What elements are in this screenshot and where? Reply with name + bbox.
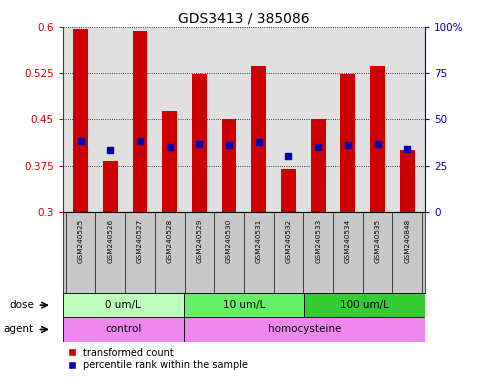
Text: GSM240848: GSM240848 bbox=[404, 218, 410, 263]
Bar bbox=[184, 317, 425, 342]
Text: GSM240530: GSM240530 bbox=[226, 218, 232, 263]
Bar bbox=[281, 169, 296, 212]
Bar bbox=[341, 74, 355, 212]
Text: homocysteine: homocysteine bbox=[268, 324, 341, 334]
Bar bbox=[132, 31, 147, 212]
Text: GSM240528: GSM240528 bbox=[167, 218, 173, 263]
Bar bbox=[73, 29, 88, 212]
Text: GSM240531: GSM240531 bbox=[256, 218, 262, 263]
Text: GSM240532: GSM240532 bbox=[285, 218, 291, 263]
Bar bbox=[184, 293, 304, 317]
Text: GSM240526: GSM240526 bbox=[107, 218, 114, 263]
Bar bbox=[304, 293, 425, 317]
Title: GDS3413 / 385086: GDS3413 / 385086 bbox=[178, 12, 310, 26]
Text: dose: dose bbox=[9, 300, 34, 310]
Text: GSM240525: GSM240525 bbox=[78, 218, 84, 263]
Bar bbox=[103, 161, 118, 212]
Legend: transformed count, percentile rank within the sample: transformed count, percentile rank withi… bbox=[68, 348, 248, 371]
Text: GSM240535: GSM240535 bbox=[374, 218, 381, 263]
Text: agent: agent bbox=[4, 324, 34, 334]
Bar bbox=[400, 150, 414, 212]
Bar bbox=[162, 111, 177, 212]
Text: GSM240529: GSM240529 bbox=[197, 218, 202, 263]
Bar bbox=[251, 66, 266, 212]
Bar bbox=[370, 66, 385, 212]
Bar bbox=[311, 119, 326, 212]
Text: 0 um/L: 0 um/L bbox=[105, 300, 141, 310]
Text: GSM240533: GSM240533 bbox=[315, 218, 321, 263]
Bar bbox=[63, 293, 184, 317]
Bar bbox=[63, 317, 184, 342]
Text: GSM240534: GSM240534 bbox=[345, 218, 351, 263]
Text: control: control bbox=[105, 324, 142, 334]
Text: 10 um/L: 10 um/L bbox=[223, 300, 265, 310]
Bar bbox=[222, 119, 237, 212]
Text: GSM240527: GSM240527 bbox=[137, 218, 143, 263]
Bar bbox=[192, 74, 207, 212]
Text: 100 um/L: 100 um/L bbox=[340, 300, 389, 310]
